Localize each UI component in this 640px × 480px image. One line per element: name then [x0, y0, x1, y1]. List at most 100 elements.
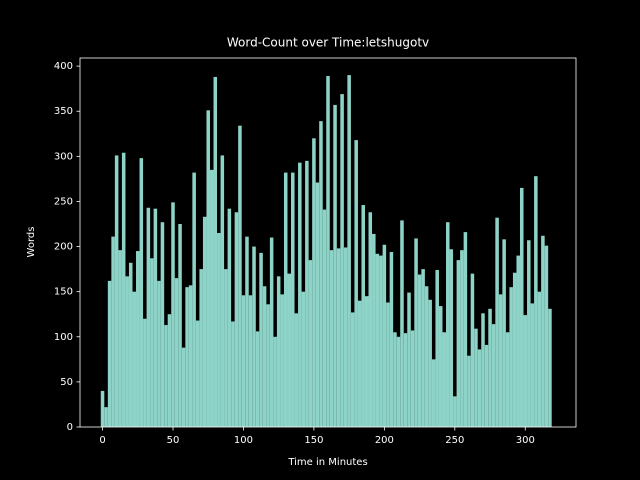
bar: [407, 292, 411, 427]
bar: [121, 152, 126, 427]
bar: [209, 169, 214, 427]
x-tick-label: 0: [99, 435, 105, 446]
bar: [153, 208, 158, 427]
bar: [519, 187, 524, 427]
y-tick-label: 0: [67, 422, 73, 433]
bar: [354, 140, 358, 427]
x-tick-label: 150: [304, 435, 323, 446]
bar: [379, 255, 383, 427]
bar: [435, 270, 439, 427]
bar: [255, 331, 260, 427]
bar: [548, 308, 552, 427]
bar: [213, 76, 218, 427]
x-tick-label: 50: [167, 435, 180, 446]
bar: [364, 296, 369, 427]
bar: [238, 125, 242, 427]
bar: [294, 313, 299, 427]
bar: [512, 272, 517, 427]
bar: [400, 220, 404, 427]
bar: [143, 318, 147, 427]
y-tick-label: 200: [54, 242, 73, 253]
y-tick-label: 350: [54, 106, 73, 117]
x-axis-label: Time in Minutes: [287, 457, 367, 468]
bar: [104, 407, 108, 427]
bar: [509, 287, 513, 427]
bar: [527, 240, 531, 427]
bar: [544, 245, 549, 427]
bar: [150, 258, 154, 427]
bar: [192, 172, 196, 427]
bar: [262, 286, 267, 427]
bar: [375, 253, 380, 427]
bar: [220, 155, 225, 427]
bar: [269, 237, 274, 427]
bar: [414, 238, 418, 427]
bar: [505, 332, 510, 427]
bar: [421, 269, 425, 427]
bar: [502, 239, 506, 427]
bar: [157, 280, 161, 427]
bar: [315, 182, 320, 427]
bar: [329, 250, 334, 427]
bar: [287, 273, 292, 427]
bar: [283, 172, 288, 427]
y-tick-label: 300: [54, 151, 73, 162]
bar: [382, 244, 387, 427]
bar: [386, 302, 390, 427]
bar: [252, 246, 256, 427]
bar: [224, 269, 228, 427]
y-tick-label: 250: [54, 196, 73, 207]
bar: [195, 320, 200, 427]
bar: [136, 251, 140, 427]
bar: [460, 250, 464, 427]
bar: [523, 315, 528, 427]
bar: [541, 235, 545, 427]
bar: [361, 205, 365, 427]
bar: [336, 248, 341, 427]
bar: [350, 312, 355, 427]
bar: [446, 222, 450, 427]
y-tick-label: 400: [54, 61, 73, 72]
bar: [372, 233, 376, 427]
bar: [185, 287, 189, 427]
bar: [171, 202, 175, 427]
bar: [199, 269, 203, 427]
bar: [438, 306, 443, 427]
bar: [453, 396, 457, 427]
bar: [146, 207, 151, 427]
bar: [298, 162, 302, 427]
x-tick-label: 100: [234, 435, 253, 446]
y-tick-label: 150: [54, 287, 73, 298]
bar: [442, 332, 447, 427]
bar: [463, 232, 468, 427]
bar: [241, 295, 246, 427]
bar: [491, 324, 496, 427]
bar: [368, 212, 373, 427]
bar: [248, 295, 253, 427]
bar: [125, 276, 129, 427]
bar: [132, 291, 137, 427]
bar: [111, 236, 115, 427]
bar: [481, 313, 485, 427]
bar: [477, 349, 482, 427]
bar: [305, 160, 309, 427]
x-tick-label: 250: [445, 435, 464, 446]
y-tick-label: 50: [60, 377, 73, 388]
axes-frame: [79, 57, 577, 428]
bar: [276, 276, 281, 427]
bar: [357, 300, 362, 427]
bar: [178, 224, 182, 427]
bar: [495, 217, 499, 427]
bar: [534, 176, 538, 427]
bar: [118, 250, 122, 427]
bar: [139, 158, 144, 427]
bar: [322, 209, 327, 427]
bar: [403, 333, 408, 427]
bar: [484, 344, 489, 427]
bar: [280, 294, 284, 427]
bar: [389, 251, 394, 427]
bar: [396, 336, 401, 427]
bar: [530, 303, 535, 427]
